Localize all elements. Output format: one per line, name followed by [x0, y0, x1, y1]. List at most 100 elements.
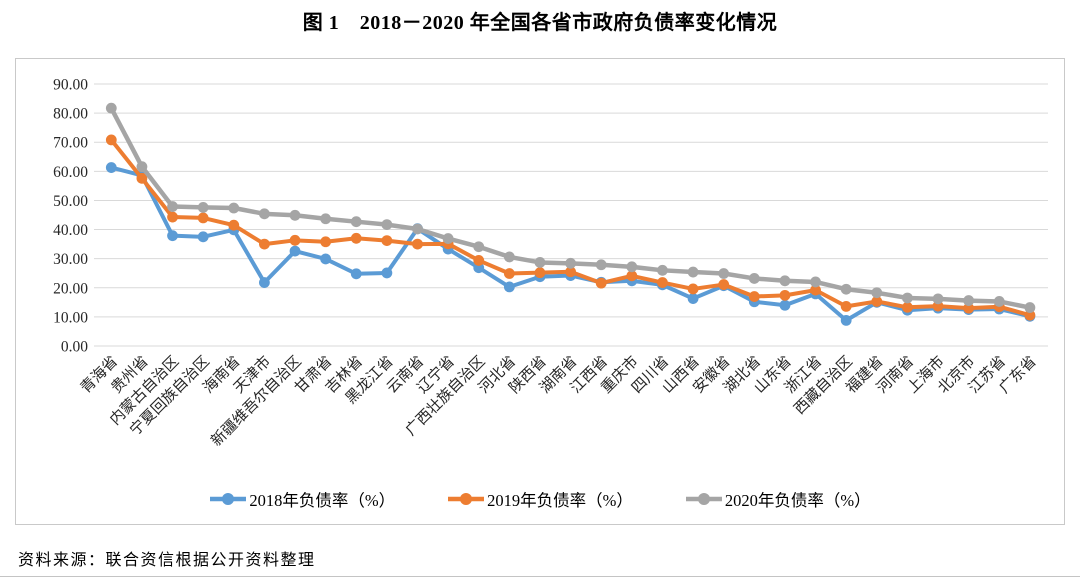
series-2020-point: [718, 268, 730, 279]
series-2019-point: [810, 284, 821, 296]
series-2020: [105, 102, 1036, 313]
legend-item-2019: 2019年负债率（%）: [447, 487, 633, 511]
series-2018: [105, 162, 1036, 326]
series-2020-point: [748, 273, 760, 284]
series-2018-point: [381, 267, 393, 279]
series-2018-point: [197, 231, 209, 243]
series-2020-point: [687, 266, 699, 278]
series-2020-point: [963, 295, 975, 306]
legend-marker-dot: [460, 493, 473, 505]
series-2018-point: [503, 281, 515, 293]
series-2019-point: [167, 211, 178, 223]
series-2019-point: [840, 301, 852, 312]
legend-item-2018: 2018年负债率（%）: [209, 487, 395, 511]
series-2019-point: [350, 232, 362, 244]
gridlines: [94, 83, 1048, 347]
legend-label-2019: 2019年负债率（%）: [487, 491, 633, 510]
y-axis-tick-label: 70.00: [53, 135, 88, 152]
y-axis-tick-label: 10.00: [53, 309, 88, 326]
series-2019-point: [779, 289, 791, 301]
y-axis-tick-label: 30.00: [53, 251, 88, 268]
legend-marker-2018: [210, 493, 247, 505]
legend-label-2018: 2018年负债率（%）: [249, 491, 396, 510]
chart-frame: 0.00 10.00 20.00 30.00 40.00 50.00 60.00 70.00 8…: [15, 58, 1065, 525]
series-2019-point: [289, 234, 301, 246]
series-2019-point: [259, 238, 270, 250]
series-2019-point: [381, 235, 393, 247]
series-2020-point: [840, 283, 852, 295]
series-2018-point: [320, 253, 332, 265]
series-2020-point: [197, 202, 209, 213]
series-2019-point: [320, 236, 332, 248]
chart-legend: 2018年负债率（%） 2019年负债率（%） 2020年负债率（%）: [16, 483, 1064, 515]
series-2020-point: [810, 276, 821, 288]
series-2018-point: [840, 314, 852, 326]
series-2019-point: [871, 296, 883, 307]
series-2020-point: [595, 259, 607, 271]
legend-marker-2019: [448, 493, 485, 505]
series-2020-point: [932, 293, 944, 305]
debt-ratio-line-chart: 0.00 10.00 20.00 30.00 40.00 50.00 60.00 70.00 8…: [53, 77, 1048, 450]
series-2018-point: [167, 230, 178, 242]
series-2019-point: [1024, 309, 1036, 321]
series-2019-point: [748, 291, 760, 302]
series-2020-point: [657, 264, 668, 276]
y-axis-tick-label: 60.00: [53, 164, 88, 181]
series-2019-point: [197, 212, 209, 224]
series-2020-point: [136, 161, 148, 173]
source-note: 资料来源：联合资信根据公开资料整理: [18, 552, 316, 569]
series-2018-point: [259, 277, 270, 288]
legend-item-2020: 2020年负债率（%）: [685, 487, 871, 511]
series-2019-point: [534, 267, 546, 279]
series-2019-point: [687, 283, 699, 295]
series-2020-point: [871, 287, 883, 299]
series-2019-point: [565, 266, 576, 278]
legend-marker-dot: [222, 493, 235, 505]
series-2020-point: [105, 102, 117, 114]
series-2020-point: [993, 296, 1005, 307]
series-2018-point: [105, 162, 117, 173]
series-2020-point: [779, 275, 791, 287]
series-2019-point: [105, 134, 117, 146]
series-2019-line: [109, 137, 1032, 318]
y-axis-tick-label: 40.00: [53, 222, 88, 239]
series-2018-point: [289, 245, 301, 257]
series-2020-point: [228, 202, 240, 214]
series-2019-point: [718, 279, 730, 290]
figure-title: 图 1 2018－2020 年全国各省市政府负债率变化情况: [302, 12, 778, 34]
legend-marker-dot: [697, 493, 710, 505]
series-2018-point: [779, 299, 791, 311]
series-2020-point: [259, 208, 270, 220]
series-2020-point: [381, 219, 393, 231]
series-2020-point: [565, 257, 576, 269]
y-axis-tick-label: 90.00: [53, 77, 88, 94]
bottom-divider: [0, 576, 1080, 577]
series-2019-point: [963, 302, 975, 314]
y-axis-tick-label: 50.00: [53, 193, 88, 210]
series-2018-point: [687, 293, 699, 304]
y-axis-tick-label: 80.00: [53, 106, 88, 123]
series-2019: [105, 134, 1036, 321]
series-2018-point: [350, 268, 362, 280]
series-2019-point: [503, 268, 515, 279]
series-2020-point: [442, 233, 454, 244]
series-2019-point: [902, 301, 913, 313]
series-2020-point: [902, 292, 913, 304]
series-2020-point: [412, 223, 423, 235]
series-2019-point: [626, 270, 638, 282]
series-2019-point: [412, 238, 423, 250]
series-2020-point: [320, 213, 332, 225]
series-2019-point: [136, 172, 148, 184]
series-2020-point: [350, 216, 362, 228]
legend-label-2020: 2020年负债率（%）: [724, 491, 871, 510]
series-2020-point: [626, 261, 638, 273]
legend-marker-2020: [685, 493, 722, 505]
y-axis-tick-label: 20.00: [53, 280, 88, 297]
series-2019-point: [595, 277, 607, 289]
series-2020-point: [473, 241, 485, 253]
series-2020-point: [503, 251, 515, 263]
series-2020-point: [289, 209, 301, 221]
series-2020-point: [1024, 302, 1036, 313]
